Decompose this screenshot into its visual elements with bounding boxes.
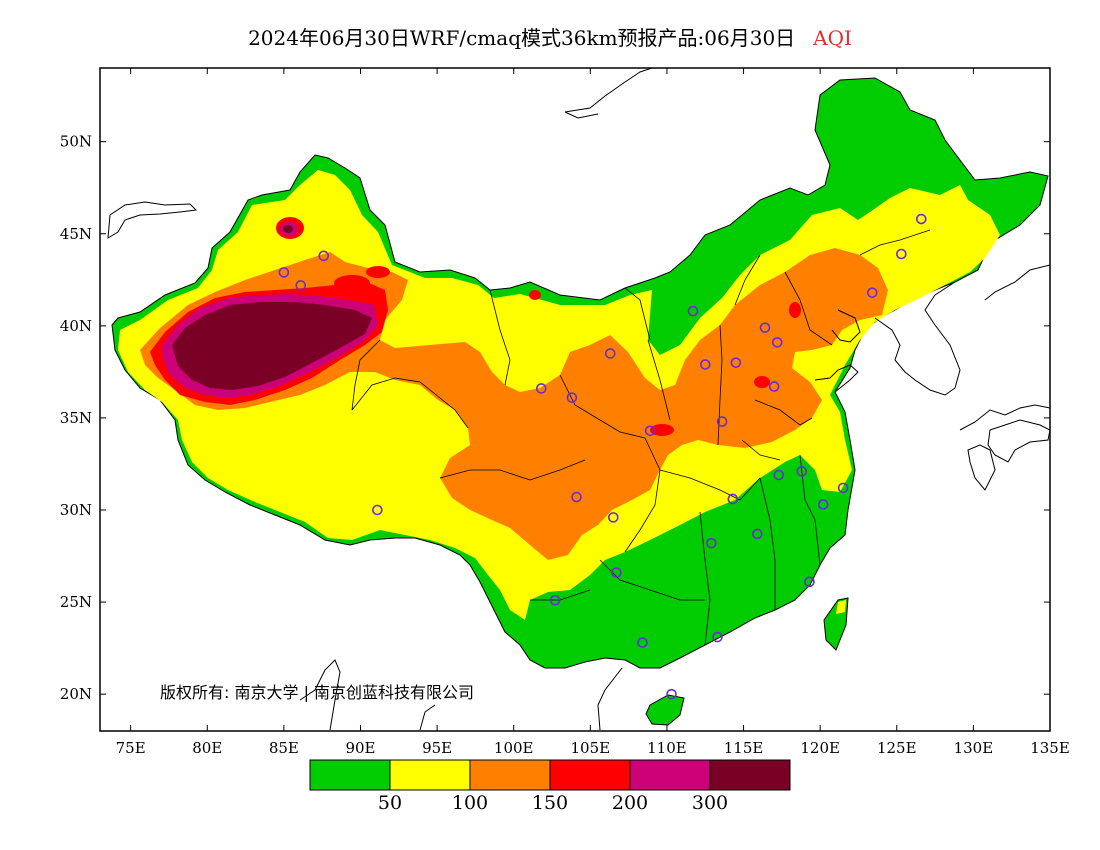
station-marker	[699, 359, 711, 370]
aqi-red-patch	[529, 290, 541, 300]
lon-tick-label: 120E	[800, 739, 840, 757]
colorbar-label: 150	[531, 792, 569, 814]
lon-tick-label: 100E	[494, 739, 534, 757]
lon-tick-label: 105E	[571, 739, 611, 757]
colorbar-swatch	[309, 759, 391, 791]
lat-tick-label: 40N	[60, 317, 92, 335]
lon-tick-label: 115E	[724, 739, 764, 757]
station-marker	[759, 322, 771, 333]
hainan-island	[645, 694, 685, 726]
taiwan-yellow-patch	[836, 600, 846, 614]
station-marker	[712, 631, 723, 643]
lon-tick-label: 125E	[877, 739, 917, 757]
station-marker	[730, 357, 742, 368]
map-layers	[107, 68, 1050, 731]
aqi-red-patch	[650, 424, 674, 436]
station-marker	[752, 528, 763, 540]
station-marker	[295, 280, 307, 291]
station-marker	[896, 248, 907, 260]
station-marker	[318, 250, 330, 262]
coastlines	[107, 68, 1050, 731]
lon-tick-label: 95E	[422, 739, 452, 757]
aqi-maroon-patch	[283, 225, 293, 233]
map-title: 2024年06月30日WRF/cmaq模式36km预报产品:06月30日 AQI	[0, 22, 1100, 51]
lon-tick-label: 80E	[192, 739, 222, 757]
station-marker	[644, 425, 656, 437]
station-marker	[706, 537, 717, 549]
map-frame	[99, 67, 1051, 732]
colorbar-label: 200	[611, 792, 649, 814]
colorbar-swatch	[469, 759, 551, 791]
title-variable: AQI	[813, 26, 852, 50]
aqi-colorbar	[309, 759, 791, 791]
colorbar-swatch	[629, 759, 711, 791]
lat-tick-label: 35N	[60, 409, 92, 427]
station-marker	[771, 337, 783, 348]
province-borders	[351, 229, 931, 646]
aqi-red-patch	[789, 302, 801, 318]
station-marker	[768, 381, 780, 392]
station-marker	[837, 482, 849, 494]
lon-tick-label: 75E	[116, 739, 146, 757]
station-marker	[915, 213, 927, 225]
station-marker	[666, 688, 677, 700]
aqi-red-patch	[366, 266, 390, 278]
station-marker	[571, 491, 582, 503]
station-marker	[604, 348, 616, 359]
station-marker	[817, 499, 829, 510]
station-marker	[566, 392, 578, 403]
lon-tick-label: 90E	[345, 739, 375, 757]
station-marker	[372, 504, 383, 516]
station-marker	[796, 466, 808, 477]
colorbar-label: 300	[691, 792, 729, 814]
station-marker	[278, 267, 290, 278]
station-marker	[716, 416, 728, 427]
copyright-text: 版权所有: 南京大学 | 南京创蓝科技有限公司	[160, 683, 474, 702]
station-marker	[535, 383, 547, 394]
station-marker	[608, 512, 619, 523]
aqi-red-patch	[334, 275, 370, 291]
station-marker	[804, 576, 815, 588]
lon-tick-label: 135E	[1030, 739, 1070, 757]
station-marker	[611, 567, 622, 578]
colorbar-swatch	[389, 759, 471, 791]
lon-tick-label: 110E	[647, 739, 687, 757]
colorbar-swatch	[709, 759, 791, 791]
aqi-red-patch	[754, 376, 770, 388]
station-marker	[687, 305, 699, 317]
station-marker	[637, 637, 648, 648]
station-marker	[866, 287, 878, 298]
lat-tick-label: 45N	[60, 225, 92, 243]
station-marker	[773, 469, 785, 481]
axis-ticks: 75E 80E 85E 90E 95E 100E 105E 110E 115E 120E 125E 1…	[60, 68, 1070, 757]
lon-tick-label: 130E	[954, 739, 994, 757]
lat-tick-label: 30N	[60, 501, 92, 519]
station-marker	[549, 594, 561, 606]
station-marker	[727, 493, 739, 505]
colorbar-label: 50	[377, 792, 403, 814]
lon-tick-label: 85E	[269, 739, 299, 757]
monitoring-stations	[278, 213, 927, 700]
colorbar-label: 100	[451, 792, 489, 814]
lat-tick-label: 50N	[60, 133, 92, 151]
colorbar-swatch	[549, 759, 631, 791]
lat-tick-label: 25N	[60, 593, 92, 611]
title-text: 2024年06月30日WRF/cmaq模式36km预报产品:06月30日	[248, 26, 796, 50]
aqi-maroon-region	[172, 302, 372, 390]
lat-tick-label: 20N	[60, 685, 92, 703]
